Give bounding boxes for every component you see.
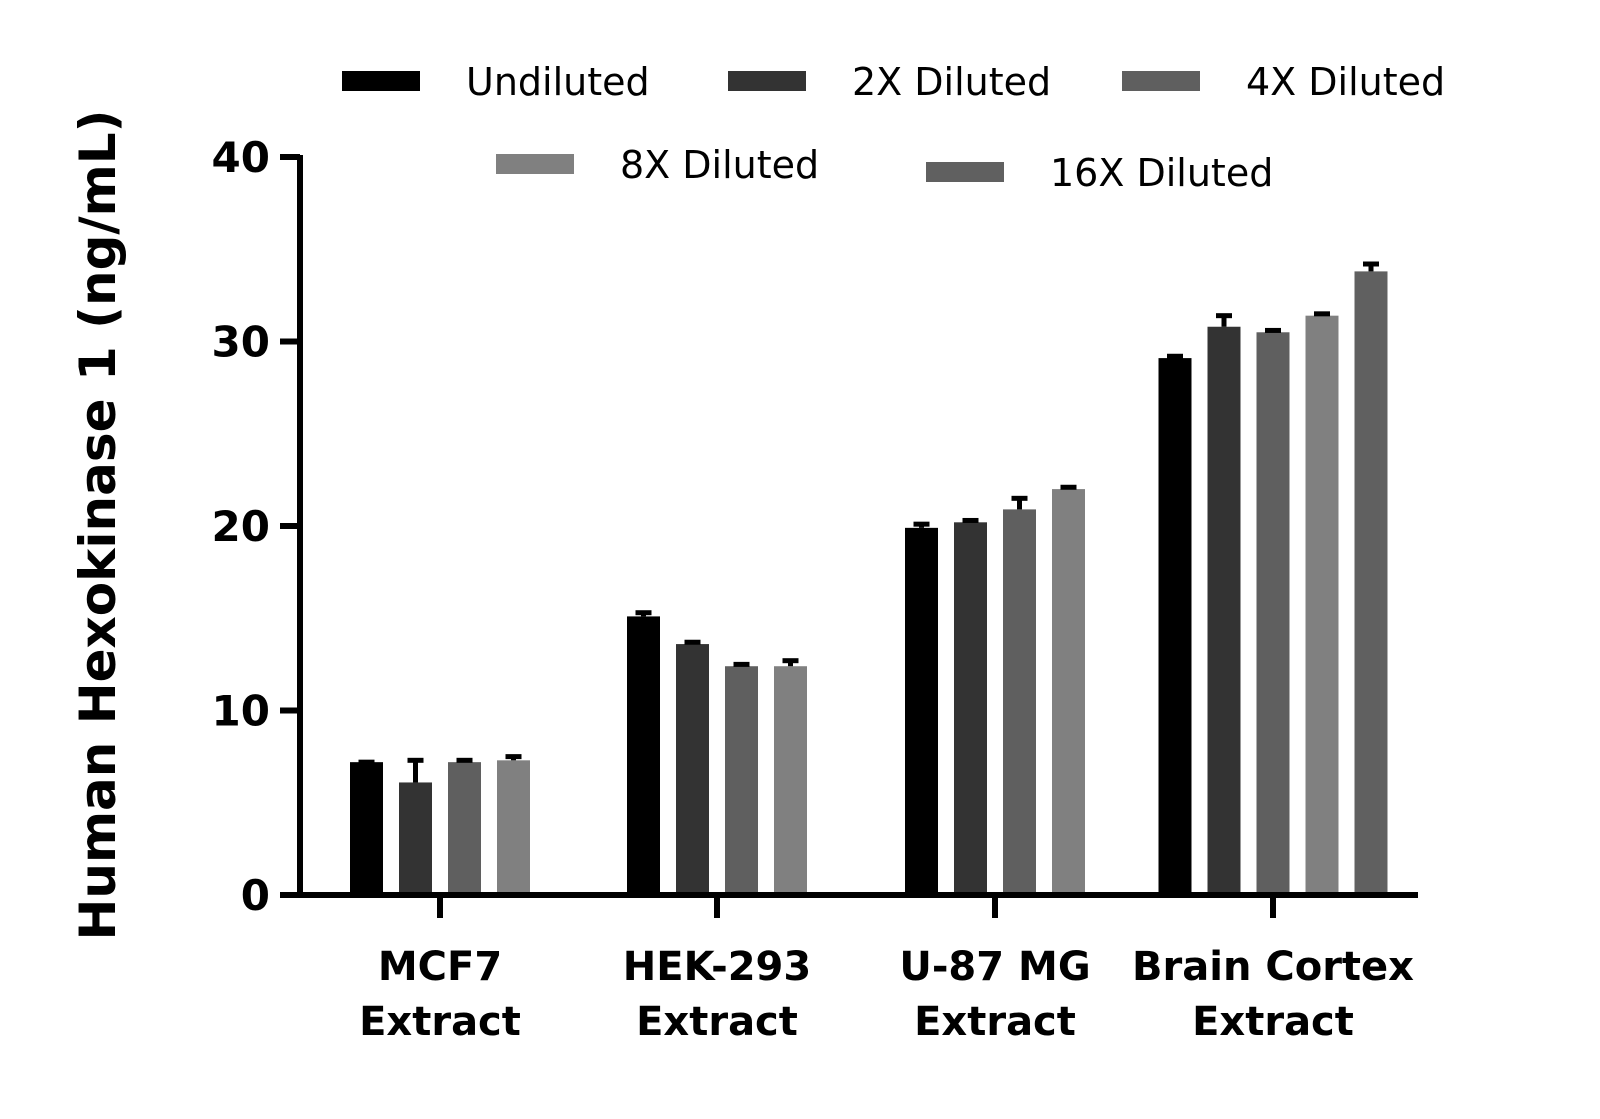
legend: Undiluted 2X Diluted 4X Diluted 8X Diluted 1…: [342, 60, 1445, 195]
legend-label: 8X Diluted: [620, 143, 819, 187]
x-tick-label: Extract: [359, 999, 521, 1045]
legend-swatch: [1122, 71, 1200, 91]
bar: [676, 644, 709, 895]
x-tick-label: HEK-293: [623, 944, 811, 990]
legend-swatch: [926, 162, 1004, 182]
bar: [1158, 358, 1192, 896]
legend-label: Undiluted: [466, 60, 650, 104]
legend-item: 2X Diluted: [728, 60, 1051, 104]
y-tick-label: 10: [212, 687, 270, 736]
bar: [725, 666, 758, 895]
bar: [1052, 489, 1085, 895]
bar: [954, 522, 987, 895]
x-tick-label: Extract: [1192, 999, 1354, 1045]
y-tick-label: 20: [212, 502, 270, 551]
x-ticks: MCF7 Extract HEK-293 Extract U-87 MG Extract B…: [359, 895, 1414, 1045]
legend-item: 4X Diluted: [1122, 60, 1445, 104]
y-ticks: 0 10 20 30 40: [212, 133, 300, 920]
legend-item: Undiluted: [342, 60, 650, 104]
legend-label: 2X Diluted: [852, 60, 1051, 104]
bar: [905, 527, 938, 895]
bar: [1207, 326, 1241, 895]
bar: [1305, 315, 1339, 895]
y-tick-label: 30: [212, 318, 270, 367]
legend-swatch: [728, 71, 806, 91]
legend-label: 4X Diluted: [1246, 60, 1445, 104]
x-tick-label: Extract: [914, 999, 1076, 1045]
legend-item: 8X Diluted: [496, 143, 819, 187]
bars: [350, 261, 1388, 896]
bar: [627, 616, 660, 895]
x-tick-label: Extract: [636, 999, 798, 1045]
bar: [1003, 509, 1036, 895]
y-tick-label: 40: [212, 133, 270, 182]
y-axis-label: Human Hexokinase 1 (ng/mL): [69, 110, 127, 941]
legend-label: 16X Diluted: [1050, 151, 1273, 195]
legend-item: 16X Diluted: [926, 151, 1273, 195]
bar: [399, 782, 432, 895]
bar: [1256, 332, 1290, 895]
bar: [448, 762, 481, 895]
x-tick-label: MCF7: [378, 944, 502, 990]
legend-swatch: [342, 71, 420, 91]
legend-swatch: [496, 154, 574, 174]
x-tick-label: U-87 MG: [899, 944, 1090, 990]
bar: [1354, 271, 1388, 895]
bar: [497, 760, 530, 895]
bar: [350, 762, 383, 895]
x-tick-label: Brain Cortex: [1132, 944, 1414, 990]
bar: [774, 666, 807, 895]
y-tick-label: 0: [241, 871, 270, 920]
